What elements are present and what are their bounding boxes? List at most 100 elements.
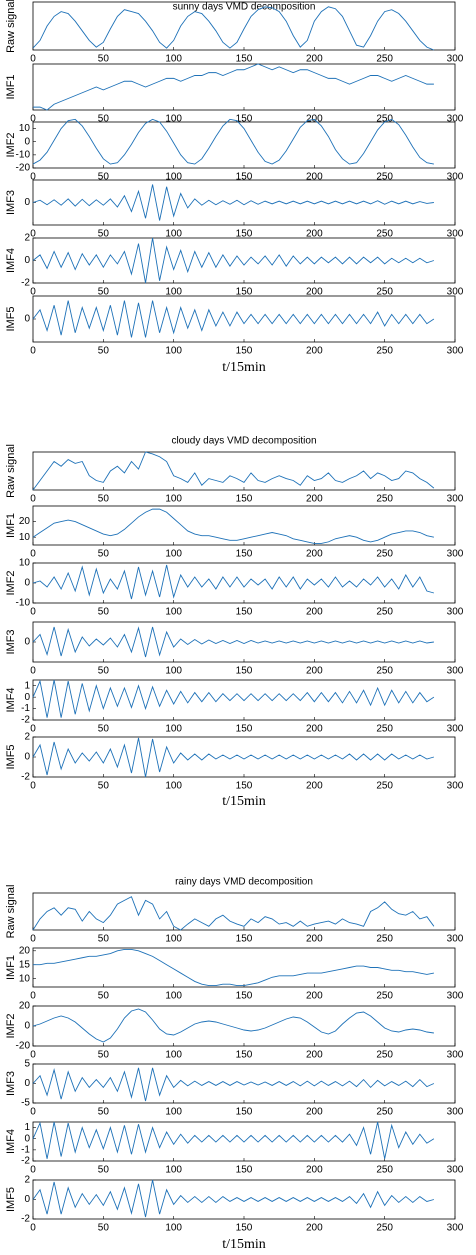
signal-line (32, 451, 435, 491)
y-tick-label: 1 (24, 1122, 30, 1133)
x-tick-label: 100 (165, 346, 182, 357)
x-tick-label: 50 (98, 724, 110, 735)
axes-frame (32, 1005, 456, 1047)
y-tick-label: 0 (24, 637, 30, 648)
x-tick-label: 50 (98, 1107, 110, 1118)
signal-line (32, 896, 435, 931)
y-tick-label: 0 (24, 136, 30, 147)
signal-line (32, 6, 435, 51)
x-tick-label: 0 (30, 934, 36, 945)
axes-frame (32, 736, 456, 778)
x-tick-label: 150 (236, 1107, 253, 1118)
y-tick-label: 10 (19, 558, 31, 569)
y-tick-label: -2 (21, 715, 30, 726)
x-tick-label: 0 (30, 494, 36, 505)
signal-line (32, 118, 434, 165)
y-tick-label: 2 (24, 233, 30, 244)
x-tick-label: 150 (236, 229, 253, 240)
y-axis-label: IMF4 (5, 1129, 17, 1154)
signal-line (33, 63, 434, 111)
x-tick-label: 300 (447, 1107, 464, 1118)
x-tick-label: 0 (30, 1223, 36, 1234)
x-tick-label: 250 (376, 549, 393, 560)
axes-frame (32, 1179, 456, 1220)
y-axis-label: IMF1 (5, 513, 17, 538)
signal-line (32, 1008, 434, 1043)
axes-frame (32, 237, 456, 284)
x-tick-label: 250 (376, 666, 393, 677)
y-axis-label: Raw signal (5, 885, 17, 939)
x-tick-label: 100 (165, 934, 182, 945)
x-tick-label: 200 (306, 666, 323, 677)
y-tick-label: -5 (21, 1098, 30, 1109)
x-tick-label: 50 (98, 1050, 110, 1061)
x-tick-label: 250 (376, 1165, 393, 1176)
axes-frame (32, 621, 456, 663)
x-tick-label: 100 (165, 991, 182, 1002)
y-axis-label: IMF5 (5, 306, 17, 331)
x-tick-label: 100 (165, 287, 182, 298)
y-axis-label: IMF3 (5, 1071, 17, 1096)
x-tick-label: 250 (376, 346, 393, 357)
x-tick-label: 100 (165, 1223, 182, 1234)
x-tick-label: 250 (376, 54, 393, 65)
x-tick-label: 100 (165, 1107, 182, 1118)
y-tick-label: 0 (24, 1021, 30, 1032)
x-tick-label: 200 (306, 346, 323, 357)
x-tick-label: 0 (30, 607, 36, 618)
x-tick-label: 200 (306, 607, 323, 618)
x-tick-label: 0 (30, 54, 36, 65)
x-tick-label: 50 (98, 172, 110, 183)
x-tick-label: 150 (236, 934, 253, 945)
x-tick-label: 100 (165, 607, 182, 618)
x-tick-label: 250 (376, 781, 393, 792)
axes-frame (32, 295, 456, 343)
x-tick-label: 150 (236, 991, 253, 1002)
y-axis-label: IMF4 (5, 687, 17, 712)
x-tick-label: 200 (306, 549, 323, 560)
x-tick-label: 50 (98, 114, 110, 125)
x-tick-label: 300 (447, 549, 464, 560)
chart-title: rainy days VMD decomposition (175, 877, 313, 888)
y-tick-label: -1 (21, 703, 30, 714)
y-tick-label: 0 (24, 1078, 30, 1089)
axes-frame (32, 179, 456, 226)
x-tick-label: 250 (376, 1050, 393, 1061)
x-tick-label: 300 (447, 781, 464, 792)
axes-frame (32, 451, 456, 491)
y-axis-label: IMF5 (5, 744, 17, 769)
y-tick-label: 20 (19, 516, 31, 527)
x-tick-label: 250 (376, 287, 393, 298)
axes-frame (32, 947, 456, 988)
axes-frame (32, 1063, 456, 1104)
x-tick-label: 150 (236, 607, 253, 618)
y-tick-label: 0 (24, 1133, 30, 1144)
y-axis-label: Raw signal (5, 444, 17, 498)
y-tick-label: 10 (19, 532, 31, 543)
x-axis-label: t/15min (222, 794, 266, 809)
signal-line (32, 1067, 435, 1102)
x-tick-label: 200 (306, 287, 323, 298)
y-tick-label: 2 (24, 1175, 30, 1186)
x-tick-label: 100 (165, 666, 182, 677)
y-axis-label: IMF5 (5, 1187, 17, 1212)
x-tick-label: 100 (165, 114, 182, 125)
x-tick-label: 50 (98, 287, 110, 298)
y-tick-label: -2 (21, 278, 30, 289)
y-tick-label: -20 (16, 163, 31, 174)
x-tick-label: 100 (165, 549, 182, 560)
x-tick-label: 100 (165, 781, 182, 792)
x-tick-label: 0 (30, 991, 36, 1002)
x-tick-label: 150 (236, 549, 253, 560)
y-tick-label: 1 (24, 680, 30, 691)
signal-line (32, 1179, 435, 1218)
x-tick-label: 300 (447, 991, 464, 1002)
x-tick-label: 250 (376, 1107, 393, 1118)
y-tick-label: -2 (21, 1156, 30, 1167)
y-axis-label: IMF2 (5, 132, 17, 157)
x-tick-label: 100 (165, 1165, 182, 1176)
x-tick-label: 200 (306, 934, 323, 945)
x-tick-label: 300 (447, 666, 464, 677)
x-tick-label: 0 (30, 114, 36, 125)
